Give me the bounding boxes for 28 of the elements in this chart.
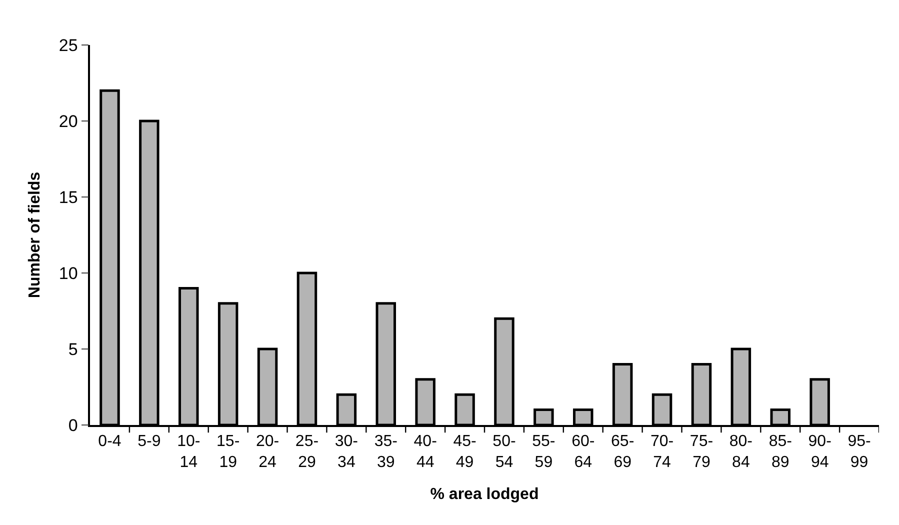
x-tick-label: 15-19 xyxy=(216,432,240,471)
x-tick-label: 20-24 xyxy=(256,432,280,471)
x-tick-label: 75-79 xyxy=(690,432,714,471)
x-tick-label: 10-14 xyxy=(177,432,200,471)
x-tick-label: 80-84 xyxy=(729,432,752,471)
x-tick-label: 50-54 xyxy=(492,432,516,471)
y-tick-label: 25 xyxy=(58,36,78,55)
x-tick-label: 5-9 xyxy=(138,432,161,450)
y-axis-title: Number of fields xyxy=(26,172,44,298)
x-tick-label: 35-39 xyxy=(374,432,398,471)
y-tick-label: 5 xyxy=(68,340,78,359)
x-tick-label: 60-64 xyxy=(572,432,595,471)
x-tick-label: 95-99 xyxy=(848,432,871,471)
x-axis-title: % area lodged xyxy=(430,486,539,503)
x-tick-label: 85-89 xyxy=(768,432,792,471)
x-tick-label: 65-69 xyxy=(611,432,634,471)
x-tick-label: 30-34 xyxy=(334,432,358,471)
x-tick-label: 55-59 xyxy=(532,432,556,471)
x-tick-label: 40-44 xyxy=(414,432,437,471)
x-tick-label: 90-94 xyxy=(808,432,832,471)
y-tick-label: 15 xyxy=(58,188,78,207)
x-tick-label: 70-74 xyxy=(650,432,674,471)
x-tick-label: 0-4 xyxy=(98,432,122,450)
x-tick-label: 45-49 xyxy=(453,432,476,471)
y-tick-label: 0 xyxy=(68,416,78,435)
y-tick-label: 10 xyxy=(58,264,78,283)
y-tick-label: 20 xyxy=(58,112,78,131)
x-tick-label: 25-29 xyxy=(295,432,319,471)
